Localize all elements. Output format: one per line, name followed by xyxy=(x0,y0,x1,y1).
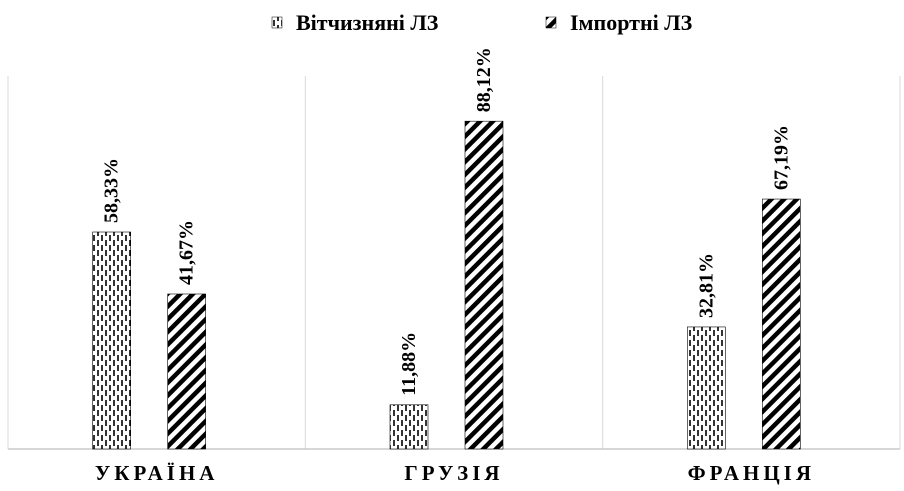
bar-domestic-2 xyxy=(687,326,726,450)
data-label: 32,81% xyxy=(695,253,717,318)
bar-imported-2 xyxy=(762,198,801,450)
bar-imported-1 xyxy=(464,120,504,450)
category-label: ГРУЗІЯ xyxy=(404,461,503,485)
bar-domestic-0 xyxy=(92,231,131,450)
category-label: ФРАНЦІЯ xyxy=(688,461,815,485)
category-labels: УКРАЇНА ГРУЗІЯ ФРАНЦІЯ xyxy=(95,461,815,485)
legend: Вітчизняні ЛЗ Імпортні ЛЗ xyxy=(271,10,693,35)
data-label: 58,33% xyxy=(101,158,123,223)
data-label: 88,12% xyxy=(473,47,495,112)
bar-imported-0 xyxy=(167,293,206,450)
data-label: 67,19% xyxy=(770,125,792,190)
legend-swatch xyxy=(545,16,557,29)
bars xyxy=(92,120,801,450)
data-label: 41,67% xyxy=(176,220,198,285)
category-dividers xyxy=(7,76,901,449)
data-label: 11,88% xyxy=(398,332,420,396)
category-label: УКРАЇНА xyxy=(95,461,219,485)
bar-domestic-1 xyxy=(389,404,429,450)
legend-swatch xyxy=(271,16,283,29)
legend-label: Імпортні ЛЗ xyxy=(570,10,693,35)
data-labels: 58,33% 41,67% 11,88% 88,12% 32,81% 67,19% xyxy=(101,47,793,396)
legend-label: Вітчизняні ЛЗ xyxy=(296,10,439,35)
